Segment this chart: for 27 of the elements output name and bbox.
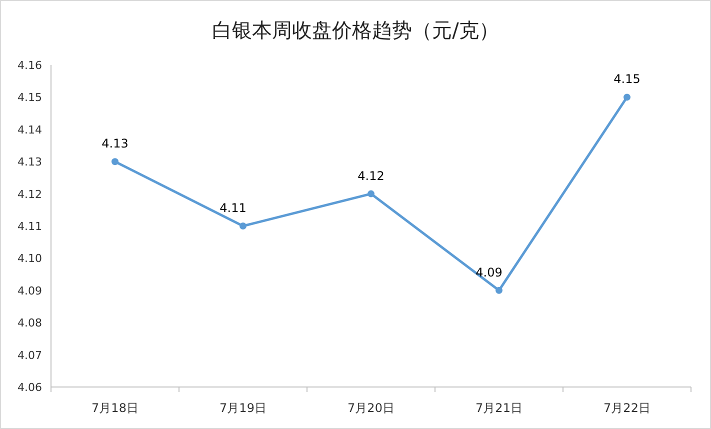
text: 4.09 [18, 284, 42, 298]
text: 4.15 [18, 91, 42, 104]
data-label: 4.12 [358, 168, 384, 183]
text: 4.11 [18, 220, 42, 233]
text: 4.14 [18, 123, 42, 136]
x-tick-label: 7月18日 [92, 401, 138, 415]
point [240, 222, 246, 230]
x-tick-label: 7月19日 [220, 401, 266, 415]
text: 4.08 [18, 316, 42, 330]
x-tick-label: 7月20日 [348, 401, 394, 415]
text: 4.16 [18, 59, 42, 72]
text: 4.06 [18, 381, 42, 394]
data-label: 4.09 [476, 265, 502, 280]
text: 4.07 [18, 348, 42, 362]
point [112, 158, 118, 166]
point [624, 94, 630, 101]
x-tick-label: 7月21日 [476, 401, 522, 415]
data-label: 4.11 [220, 201, 246, 215]
point [368, 190, 374, 198]
text: 4.12 [18, 188, 42, 201]
text: 4.10 [18, 252, 42, 266]
data-label: 4.15 [614, 72, 640, 86]
data-label: 4.13 [102, 136, 128, 151]
point [496, 286, 502, 294]
text: 4.13 [18, 156, 42, 169]
x-tick-label: 7月22日 [604, 401, 650, 415]
chart-title: 白银本周收盘价格趋势（元/克） [212, 18, 499, 42]
